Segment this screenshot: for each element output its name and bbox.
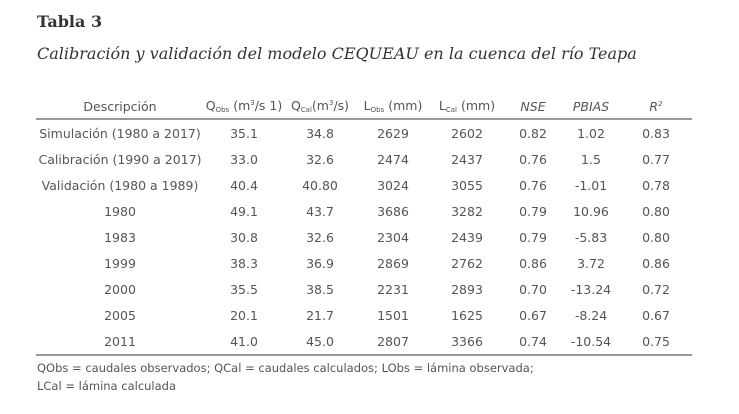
table-cell: 35.1 [230, 125, 258, 141]
table-cell: 1.5 [581, 151, 601, 167]
table-cell: 0.86 [642, 255, 670, 271]
table-cell: -8.24 [574, 307, 608, 323]
table-cell: 32.6 [306, 229, 334, 245]
table-cell: 0.67 [642, 307, 670, 323]
table-cell: 0.76 [519, 151, 547, 167]
table-cell: 0.79 [519, 203, 547, 219]
header-qcal: QCal(m3/s) [284, 94, 356, 120]
header-pbias: PBIAS [562, 94, 620, 120]
header-lcal: LCal (mm) [430, 94, 504, 120]
header-nse: NSE [504, 94, 562, 120]
table-cell: 2000 [104, 281, 136, 297]
table-cell: 2602 [451, 125, 483, 141]
table-row: 2005 20.1 21.7 1501 1625 0.67 -8.24 0.67 [36, 302, 692, 328]
table-cell: 0.82 [519, 125, 547, 141]
table-cell: 38.3 [230, 255, 258, 271]
footnote-line: LCal = lámina calculada [37, 379, 177, 393]
table-cell: Calibración (1990 a 2017) [38, 151, 202, 167]
table-cell: 0.72 [642, 281, 670, 297]
table-label: Tabla 3 [37, 12, 103, 31]
table-cell: 0.74 [504, 328, 562, 356]
table-cell: 2474 [377, 151, 409, 167]
table-cell: 2869 [377, 255, 409, 271]
header-qobs: QObs (m3/s 1) [204, 94, 284, 120]
table-cell: 20.1 [230, 307, 258, 323]
table-cell: 0.80 [642, 229, 670, 245]
table-cell: 1983 [104, 229, 136, 245]
header-descripcion: Descripción [36, 94, 204, 120]
table-cell: 2437 [451, 151, 483, 167]
table-row: 1999 38.3 36.9 2869 2762 0.86 3.72 0.86 [36, 250, 692, 276]
table-cell: 2439 [451, 229, 483, 245]
table-cell: 1501 [377, 307, 409, 323]
calibration-table: Descripción QObs (m3/s 1) QCal(m3/s) LOb… [36, 94, 692, 356]
table-cell: 41.0 [204, 328, 284, 356]
table-cell: 0.70 [519, 281, 547, 297]
header-lobs: LObs (mm) [356, 94, 430, 120]
table-cell: -5.83 [574, 229, 608, 245]
table-row: 1980 49.1 43.7 3686 3282 0.79 10.96 0.80 [36, 198, 692, 224]
table-row: 1983 30.8 32.6 2304 2439 0.79 -5.83 0.80 [36, 224, 692, 250]
table-cell: 1.02 [577, 125, 605, 141]
table-cell: 0.67 [519, 307, 547, 323]
table-cell: 0.78 [642, 177, 670, 193]
table-caption: Calibración y validación del modelo CEQU… [37, 44, 637, 63]
table-cell: 1625 [451, 307, 483, 323]
table-cell: 2893 [451, 281, 483, 297]
table-cell: 3686 [377, 203, 409, 219]
table-cell: 3024 [377, 177, 409, 193]
footnote-line: QObs = caudales observados; QCal = cauda… [37, 361, 534, 375]
table-cell: 0.83 [642, 125, 670, 141]
table-cell: 40.80 [302, 177, 338, 193]
table-cell: 3366 [430, 328, 504, 356]
table-cell: -10.54 [562, 328, 620, 356]
table-cell: 2005 [104, 307, 136, 323]
table-cell: 0.86 [519, 255, 547, 271]
table-cell: 3055 [451, 177, 483, 193]
table-cell: 2629 [377, 125, 409, 141]
table-cell: 43.7 [306, 203, 334, 219]
table-cell: 0.77 [642, 151, 670, 167]
table-row: 2000 35.5 38.5 2231 2893 0.70 -13.24 0.72 [36, 276, 692, 302]
table-cell: 40.4 [230, 177, 258, 193]
table-cell: 2807 [356, 328, 430, 356]
table-cell: 38.5 [306, 281, 334, 297]
table-row: 2011 41.0 45.0 2807 3366 0.74 -10.54 0.75 [36, 328, 692, 356]
table-cell: -13.24 [570, 281, 612, 297]
table-row: Calibración (1990 a 2017) 33.0 32.6 2474 243… [36, 146, 692, 172]
table-cell: 21.7 [306, 307, 334, 323]
table-cell: 35.5 [230, 281, 258, 297]
table-cell: 0.79 [519, 229, 547, 245]
table-cell: 2762 [451, 255, 483, 271]
table-cell: 3.72 [577, 255, 605, 271]
table-cell: 0.76 [519, 177, 547, 193]
table-cell: 2231 [377, 281, 409, 297]
table-cell: 3282 [451, 203, 483, 219]
table-cell: -1.01 [574, 177, 608, 193]
table-cell: 0.80 [642, 203, 670, 219]
table-cell: 45.0 [284, 328, 356, 356]
header-row: Descripción QObs (m3/s 1) QCal(m3/s) LOb… [36, 94, 692, 120]
table-row: Validación (1980 a 1989) 40.4 40.80 3024 305… [36, 172, 692, 198]
table-cell: 33.0 [230, 151, 258, 167]
table-cell: 34.8 [306, 125, 334, 141]
table-cell: 1999 [104, 255, 136, 271]
table-cell: 32.6 [306, 151, 334, 167]
table-row: Simulación (1980 a 2017) 35.1 34.8 2629 2602… [36, 119, 692, 146]
table-cell: 0.75 [620, 328, 692, 356]
table-cell: 36.9 [306, 255, 334, 271]
footnote: QObs = caudales observados; QCal = cauda… [37, 359, 697, 395]
table-cell: 30.8 [230, 229, 258, 245]
table-cell: Simulación (1980 a 2017) [39, 125, 201, 141]
table-cell: 1980 [104, 203, 136, 219]
table-cell: Validación (1980 a 1989) [41, 177, 199, 193]
table-cell: 10.96 [573, 203, 609, 219]
table-cell: 49.1 [230, 203, 258, 219]
table-cell: 2011 [36, 328, 204, 356]
header-r2: R2 [620, 94, 692, 120]
table-cell: 2304 [377, 229, 409, 245]
